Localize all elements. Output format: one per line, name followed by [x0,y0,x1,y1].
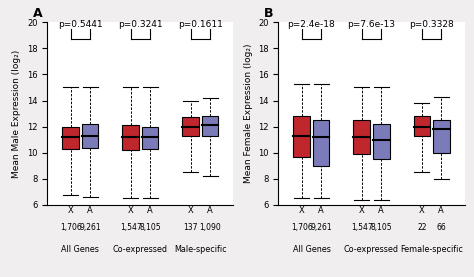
Bar [122,125,139,150]
Bar [373,124,390,159]
Text: p=2.4e-18: p=2.4e-18 [288,20,336,29]
Text: p=0.5441: p=0.5441 [58,20,103,29]
Text: p=7.6e-13: p=7.6e-13 [347,20,395,29]
Text: Female-specific: Female-specific [400,245,463,254]
Text: 22: 22 [417,223,427,232]
Bar [413,116,430,136]
Text: Male-specific: Male-specific [174,245,227,254]
Text: 9,261: 9,261 [79,223,101,232]
Text: 1,547: 1,547 [351,223,373,232]
Text: 137: 137 [183,223,198,232]
Text: 1,547: 1,547 [120,223,142,232]
Text: A: A [33,7,42,20]
Bar [142,127,158,149]
Text: B: B [264,7,273,20]
Text: 1,706: 1,706 [60,223,82,232]
Text: 1,090: 1,090 [199,223,221,232]
Text: All Genes: All Genes [292,245,330,254]
Bar [63,127,79,149]
Bar [182,117,199,136]
Bar [293,116,310,157]
Text: p=0.3328: p=0.3328 [409,20,454,29]
Y-axis label: Mean Male Expression (log₂): Mean Male Expression (log₂) [12,50,21,178]
Text: 8,105: 8,105 [139,223,161,232]
Y-axis label: Mean Female Expression (log₂): Mean Female Expression (log₂) [244,44,253,183]
Bar [433,120,449,153]
Text: 66: 66 [437,223,446,232]
Text: Co-expressed: Co-expressed [344,245,399,254]
Bar [202,116,219,136]
Text: p=0.1611: p=0.1611 [178,20,223,29]
Bar [82,124,99,148]
Text: Co-expressed: Co-expressed [113,245,168,254]
Bar [354,120,370,154]
Text: 8,105: 8,105 [371,223,392,232]
Text: p=0.3241: p=0.3241 [118,20,163,29]
Bar [313,120,329,166]
Text: 1,706: 1,706 [291,223,313,232]
Text: All Genes: All Genes [62,245,100,254]
Text: 9,261: 9,261 [310,223,332,232]
